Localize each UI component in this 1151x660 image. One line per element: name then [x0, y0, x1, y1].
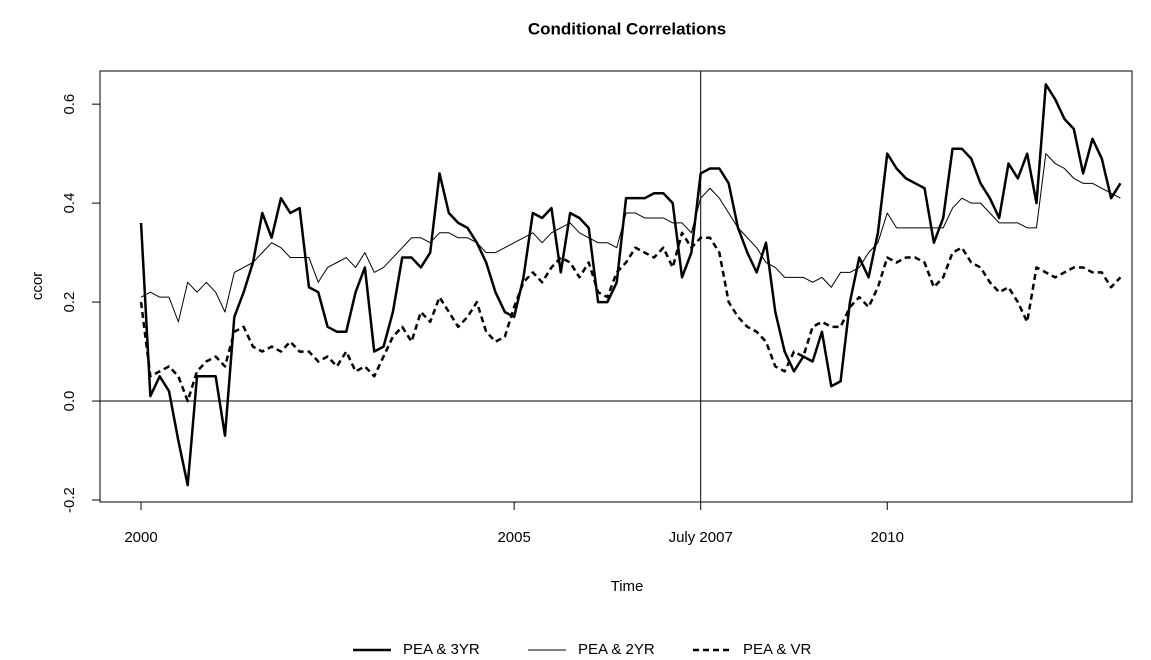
chart-title: Conditional Correlations	[528, 19, 726, 38]
y-tick-label: -0.2	[61, 487, 78, 513]
x-tick-label: 2010	[871, 529, 904, 546]
y-tick-label: 0.2	[61, 292, 78, 313]
legend-label: PEA & 3YR	[403, 641, 480, 658]
legend-label: PEA & VR	[743, 641, 812, 658]
y-tick-label: 0.6	[61, 94, 78, 115]
series-line	[139, 83, 1122, 487]
x-tick-label: 2000	[124, 529, 157, 546]
y-tick-label: 0.4	[61, 193, 78, 214]
x-tick-label: 2005	[497, 529, 530, 546]
x-axis-label: Time	[611, 578, 644, 595]
series-line	[139, 231, 1122, 403]
x-tick-label: July 2007	[669, 529, 733, 546]
plot-frame	[99, 70, 1133, 503]
y-axis-label: ccor	[29, 272, 46, 300]
series-line	[140, 153, 1121, 323]
legend-label: PEA & 2YR	[578, 641, 655, 658]
y-tick-label: 0.0	[61, 391, 78, 412]
